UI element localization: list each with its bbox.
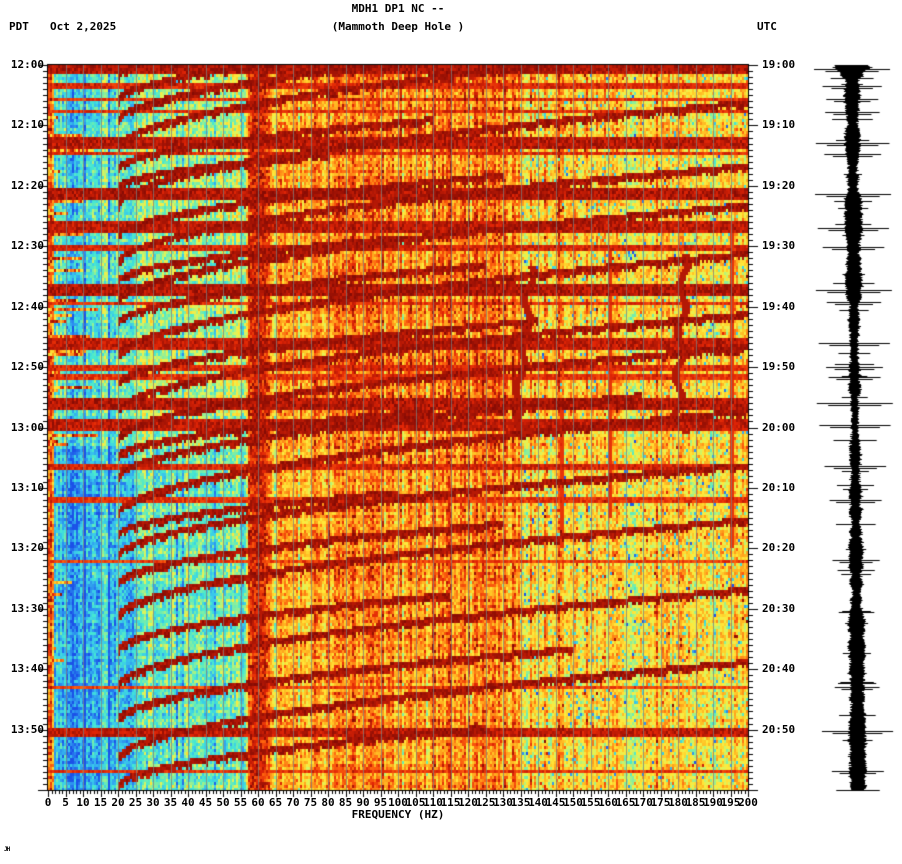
freq-tick-label: 130	[493, 796, 513, 809]
freq-tick-label: 45	[198, 796, 213, 809]
time-label-right: 20:40	[762, 662, 796, 676]
freq-tick-label: 150	[563, 796, 583, 809]
time-label-left: 13:30	[10, 601, 44, 615]
freq-tick-label: 55	[233, 796, 248, 809]
freq-tick-label: 155	[580, 796, 601, 809]
page-title: MDH1 DP1 NC --	[351, 2, 445, 15]
time-label-left: 13:20	[10, 541, 44, 555]
freq-tick-label: 170	[633, 796, 653, 809]
freq-tick-label: 95	[373, 796, 388, 809]
freq-tick-label: 5	[62, 796, 69, 809]
time-label-left: 13:40	[10, 662, 44, 676]
time-label-right: 19:10	[762, 118, 796, 132]
corner-signature: JH	[4, 846, 10, 853]
freq-tick-label: 20	[111, 796, 125, 809]
freq-tick-label: 10	[76, 796, 90, 809]
freq-tick-label: 175	[650, 796, 671, 809]
freq-tick-label: 30	[146, 796, 160, 809]
time-label-right: 20:10	[762, 480, 796, 494]
time-label-right: 19:30	[762, 239, 796, 253]
freq-tick-label: 90	[356, 796, 370, 809]
freq-tick-label: 110	[423, 796, 443, 809]
freq-tick-label: 125	[475, 796, 496, 809]
time-label-left: 12:00	[10, 58, 44, 71]
freq-tick-label: 195	[720, 796, 741, 809]
time-label-right: 19:40	[762, 299, 796, 313]
freq-tick-label: 25	[128, 796, 143, 809]
timezone-left-label: PDT	[9, 20, 29, 33]
time-label-right: 19:20	[762, 178, 796, 192]
date-label: Oct 2,2025	[50, 20, 117, 33]
timezone-right-label: UTC	[757, 20, 777, 33]
freq-tick-label: 185	[685, 796, 706, 809]
freq-tick-label: 0	[44, 796, 52, 809]
time-label-left: 12:30	[10, 239, 44, 253]
time-label-right: 20:20	[762, 541, 796, 555]
freq-tick-label: 105	[405, 796, 426, 809]
freq-tick-label: 145	[545, 796, 566, 809]
freq-tick-label: 115	[440, 796, 461, 809]
freq-tick-label: 100	[388, 796, 408, 809]
freq-tick-label: 85	[338, 796, 353, 809]
time-label-right: 20:50	[762, 722, 796, 736]
freq-tick-label: 190	[703, 796, 723, 809]
freq-tick-label: 40	[181, 796, 195, 809]
time-label-right: 20:30	[762, 601, 796, 615]
freq-tick-label: 200	[738, 796, 758, 809]
freq-tick-label: 135	[510, 796, 531, 809]
freq-tick-label: 70	[286, 796, 300, 809]
freq-tick-label: 160	[598, 796, 618, 809]
time-label-right: 20:00	[762, 420, 796, 434]
freq-tick-label: 165	[615, 796, 636, 809]
freq-tick-label: 65	[268, 796, 283, 809]
freq-tick-label: 60	[251, 796, 265, 809]
page-subtitle: (Mammoth Deep Hole )	[331, 20, 465, 33]
freq-tick-label: 180	[668, 796, 688, 809]
time-label-left: 12:10	[10, 118, 44, 132]
time-label-left: 12:20	[10, 178, 44, 192]
time-label-left: 12:50	[10, 360, 44, 374]
freq-tick-label: 50	[216, 796, 230, 809]
freq-tick-label: 120	[458, 796, 478, 809]
time-label-right: 19:50	[762, 360, 796, 374]
time-label-left: 13:00	[10, 420, 44, 434]
freq-tick-label: 140	[528, 796, 548, 809]
freq-tick-label: 75	[303, 796, 318, 809]
time-label-right: 19:00	[762, 58, 796, 71]
freq-tick-label: 35	[163, 796, 178, 809]
time-label-left: 13:10	[10, 480, 44, 494]
time-label-left: 13:50	[10, 722, 44, 736]
frequency-axis-title: FREQUENCY (HZ)	[351, 808, 445, 821]
time-label-left: 12:40	[10, 299, 44, 313]
freq-tick-label: 15	[93, 796, 108, 809]
freq-tick-label: 80	[321, 796, 335, 809]
